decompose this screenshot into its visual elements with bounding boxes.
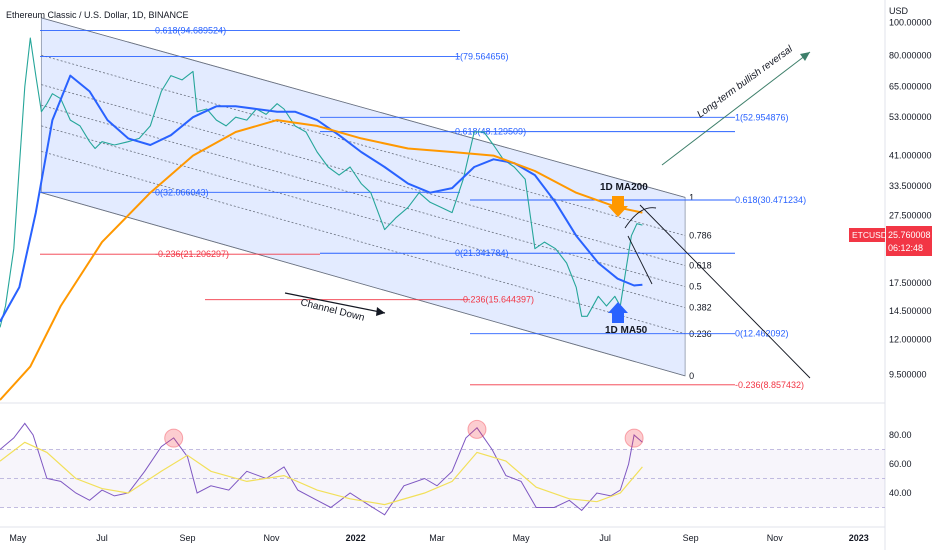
time-tick-label: 2022 (346, 533, 366, 543)
price-tick-label: 65.000000 (889, 82, 932, 92)
channel-level-line (41, 54, 686, 236)
time-tick-label: Jul (599, 533, 611, 543)
channel-level-line (41, 104, 686, 288)
price-tick-label: 14.500000 (889, 306, 932, 316)
rsi-overbought-marker (624, 428, 644, 448)
projection-long-arrow (639, 204, 811, 379)
channel-down-arrowhead (376, 307, 385, 316)
time-tick-label: Sep (179, 533, 195, 543)
channel-level-line (41, 151, 686, 335)
ma50-up-arrow (608, 302, 628, 323)
ma50-line (0, 74, 643, 323)
time-tick-label: Nov (767, 533, 784, 543)
symbol-tag: ETCUSD (852, 230, 887, 240)
fib-level-label: 0(32.066043) (155, 187, 209, 197)
channel-level-label: 0 (689, 371, 694, 381)
channel-level-label: 0.5 (689, 282, 702, 292)
time-tick-label: Nov (264, 533, 281, 543)
rsi-overbought-marker (164, 428, 184, 448)
bar-countdown: 06:12:48 (888, 243, 923, 253)
rsi-tick-label: 40.00 (889, 488, 912, 498)
price-tick-label: 33.500000 (889, 181, 932, 191)
price-tick-label: 27.500000 (889, 210, 932, 220)
price-tick-label: 100.000000 (889, 17, 932, 27)
rsi-overbought-marker (467, 419, 487, 439)
price-tick-label: 80.000000 (889, 51, 932, 61)
ma200-down-arrow (608, 196, 628, 217)
time-tick-label: May (9, 533, 27, 543)
rsi-tick-label: 80.00 (889, 430, 912, 440)
price-tick-label: 12.000000 (889, 334, 932, 344)
channel-level-line (41, 192, 686, 377)
rsi-pane[interactable] (0, 419, 885, 516)
channel-level-label: 0.786 (689, 231, 712, 241)
projection-down-arrow (627, 235, 653, 285)
fib-level-label: 0.618(30.471234) (735, 195, 806, 205)
channel-down-label: Channel Down (299, 297, 365, 324)
fib-level-label: -0.236(8.857432) (735, 380, 804, 390)
rsi-line (0, 422, 643, 516)
bullish-reversal-label: Long-term bullish reversal (695, 43, 795, 120)
channel-level-line (41, 125, 686, 309)
rsi-ma-line (0, 441, 643, 506)
fib-level-label: 0(21.341784) (455, 248, 509, 258)
fibonacci-drawings[interactable]: 0.618(94.689524) 1(79.564656) 0(32.066043)… (40, 25, 806, 390)
channel-down-arrow (284, 292, 386, 314)
time-tick-label: Sep (683, 533, 699, 543)
price-tick-label: 53.000000 (889, 112, 932, 122)
price-axis-unit: USD (889, 6, 909, 16)
ma200-line (0, 119, 643, 401)
price-axis[interactable]: 100.000000 80.000000 65.000000 53.000000 41.… (889, 17, 932, 498)
channel-level-line (41, 17, 686, 198)
channel-level-line (41, 84, 686, 266)
ma50-label: 1D MA50 (605, 325, 648, 336)
time-tick-label: Mar (429, 533, 445, 543)
price-line (0, 37, 643, 328)
price-tag: ETCUSD 25.760008 06:12:48 (849, 226, 932, 256)
fib-level-label: 1(79.564656) (455, 51, 509, 61)
fib-level-label: 1(52.954876) (735, 112, 789, 122)
price-tick-label: 9.500000 (889, 369, 927, 379)
time-axis[interactable]: May Jul Sep Nov 2022 Mar May Jul Sep Nov 2023 (9, 533, 868, 543)
bullish-arrowhead (800, 52, 810, 61)
time-tick-label: 2023 (849, 533, 869, 543)
fib-level-label: 0.618(48.129509) (455, 127, 526, 137)
time-tick-label: Jul (96, 533, 108, 543)
price-tick-label: 41.000000 (889, 151, 932, 161)
symbol-tag-bg (849, 228, 885, 242)
last-price: 25.760008 (888, 230, 931, 240)
price-tick-label: 17.500000 (889, 278, 932, 288)
chart-title: Ethereum Classic / U.S. Dollar, 1D, BINA… (6, 10, 189, 20)
projection-up-arrow (624, 207, 657, 229)
bullish-arrow (661, 51, 811, 166)
channel-level-label: 0.382 (689, 303, 712, 313)
rsi-tick-label: 60.00 (889, 459, 912, 469)
channel-level-label: 0.618 (689, 261, 712, 271)
fib-level-label: -0.236(21.206297) (155, 249, 229, 259)
time-tick-label: May (513, 533, 531, 543)
channel-level-label: 1 (689, 192, 694, 202)
ma200-label: 1D MA200 (600, 182, 648, 193)
fib-level-label: 0(12.462092) (735, 329, 789, 339)
fib-level-label: -0.236(15.644397) (460, 295, 534, 305)
fib-level-label: 0.618(94.689524) (155, 25, 226, 35)
price-series (0, 37, 643, 401)
price-tag-bg (886, 226, 932, 256)
